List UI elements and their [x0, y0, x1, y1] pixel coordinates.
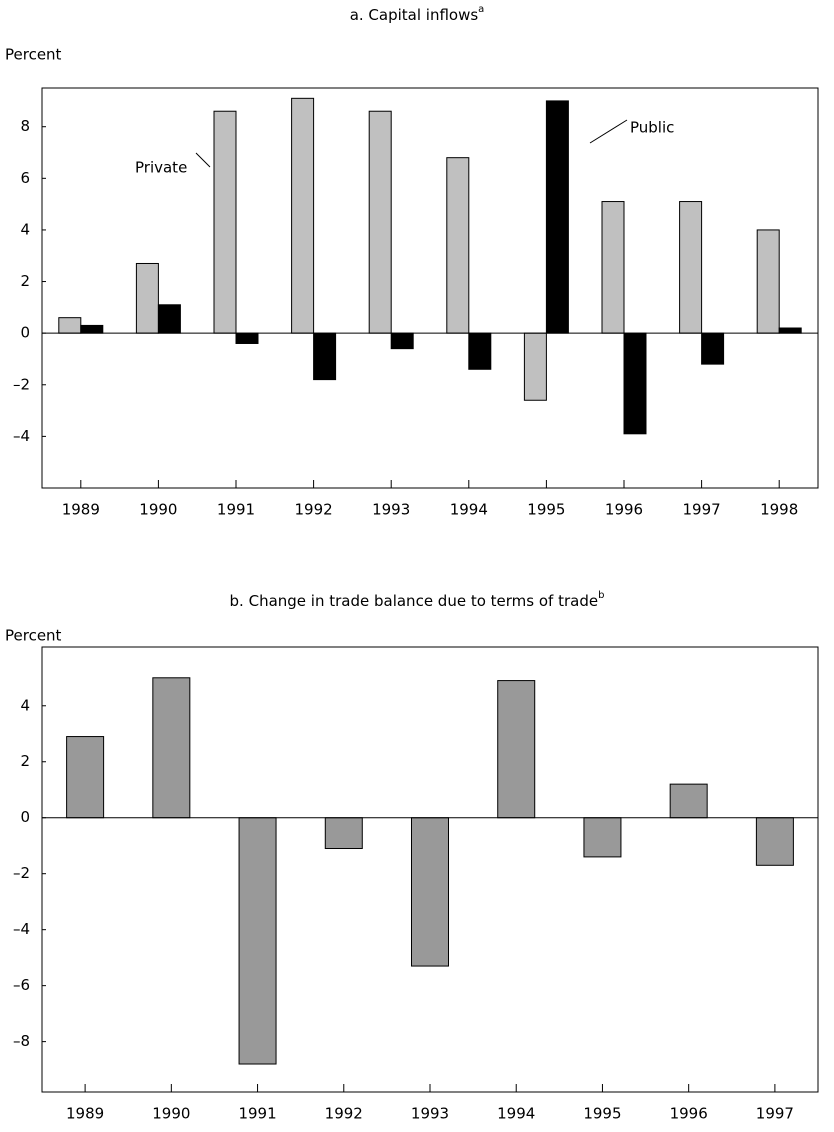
bar — [545, 100, 569, 334]
bar — [778, 327, 802, 334]
bar — [213, 110, 237, 334]
y-tick-label: 0 — [20, 808, 30, 826]
leader-line — [589, 119, 628, 144]
bar — [755, 817, 794, 866]
bar — [313, 332, 337, 381]
plot-frame — [41, 646, 819, 1093]
bar — [291, 97, 315, 334]
title-text: b. Change in trade balance due to terms … — [230, 592, 599, 610]
x-tick-label: 1992 — [325, 1105, 363, 1123]
annotation: Public — [630, 119, 674, 137]
y-tick-label: –4 — [13, 920, 30, 938]
y-tick-label: –4 — [13, 427, 30, 445]
y-axis-label: Percent — [5, 627, 62, 645]
bar — [411, 817, 449, 967]
bar — [756, 229, 780, 334]
bar — [679, 201, 703, 334]
x-tick-label: 1997 — [756, 1105, 794, 1123]
x-tick-label: 1996 — [605, 501, 643, 519]
x-tick-label: 1991 — [238, 1105, 276, 1123]
y-tick-label: –8 — [13, 1032, 30, 1050]
x-tick-label: 1994 — [450, 501, 488, 519]
x-tick-label: 1993 — [411, 1105, 449, 1123]
y-tick-label: –2 — [13, 375, 30, 393]
y-tick-label: –2 — [13, 864, 30, 882]
bar — [446, 157, 470, 334]
chart-title: a. Capital inflowsa — [350, 4, 485, 24]
y-tick-label: 0 — [20, 324, 30, 342]
bar — [66, 736, 105, 819]
bar — [58, 317, 82, 334]
x-tick-label: 1991 — [217, 501, 255, 519]
y-tick-label: 6 — [20, 169, 30, 187]
bar — [623, 332, 647, 435]
x-tick-label: 1995 — [583, 1105, 621, 1123]
bar — [157, 304, 181, 334]
y-tick-label: 8 — [20, 117, 30, 135]
y-axis-label: Percent — [5, 46, 62, 64]
x-tick-label: 1990 — [139, 501, 177, 519]
bar — [601, 201, 625, 334]
bar — [669, 783, 708, 819]
bar — [497, 680, 536, 819]
bar — [152, 677, 191, 819]
bar — [368, 110, 392, 334]
title-text: a. Capital inflows — [350, 6, 479, 24]
plot-frame — [41, 87, 819, 489]
title-superscript: b — [598, 590, 604, 601]
x-tick-label: 1993 — [372, 501, 410, 519]
y-tick-label: 2 — [20, 272, 30, 290]
x-tick-label: 1998 — [760, 501, 798, 519]
y-tick-label: 2 — [20, 752, 30, 770]
bar — [324, 817, 363, 850]
title-superscript: a — [478, 4, 484, 15]
bar — [523, 332, 547, 401]
bar — [238, 817, 277, 1065]
y-tick-label: –6 — [13, 976, 30, 994]
bar — [701, 332, 725, 365]
bar — [468, 332, 492, 370]
y-tick-label: 4 — [20, 696, 30, 714]
bar — [235, 332, 259, 344]
bar — [583, 817, 622, 858]
annotation: Private — [135, 159, 187, 177]
x-tick-label: 1989 — [66, 1105, 104, 1123]
y-tick-label: 4 — [20, 220, 30, 238]
bar — [80, 324, 104, 334]
x-tick-label: 1996 — [670, 1105, 708, 1123]
x-tick-label: 1997 — [683, 501, 721, 519]
chart-title: b. Change in trade balance due to terms … — [230, 590, 605, 610]
x-tick-label: 1990 — [152, 1105, 190, 1123]
bar — [390, 332, 414, 350]
x-tick-label: 1994 — [497, 1105, 535, 1123]
bar — [135, 262, 159, 334]
x-tick-label: 1992 — [295, 501, 333, 519]
x-tick-label: 1995 — [527, 501, 565, 519]
leader-line — [195, 152, 211, 168]
x-tick-label: 1989 — [62, 501, 100, 519]
